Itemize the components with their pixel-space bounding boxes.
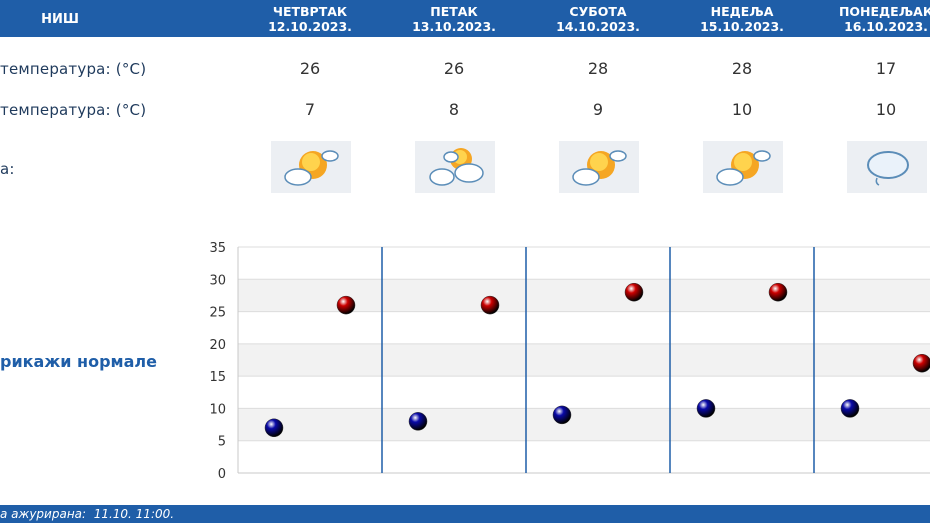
day-date: 13.10.2023. — [412, 19, 496, 34]
last-updated-bar: а ажурирана: 11.10. 11:00. — [0, 505, 930, 523]
temperature-point — [840, 399, 860, 418]
min-temp-value: 9 — [592, 100, 604, 119]
forecast-header: НИШ ЧЕТВРТАК 12.10.2023. ПЕТАК 13.10.202… — [0, 0, 930, 37]
cloud-rain-icon — [847, 141, 927, 193]
day-name: ЧЕТВРТАК — [272, 4, 348, 19]
sun-behind-clouds-icon — [415, 141, 495, 193]
min-temp-label: температура: (°C) — [0, 101, 147, 119]
temperature-point — [912, 353, 930, 373]
temperature-point — [552, 405, 572, 425]
y-tick-label: 5 — [218, 435, 226, 450]
y-tick-label: 10 — [209, 402, 226, 417]
day-name: НЕДЕЉА — [710, 4, 774, 19]
day-header-0: ЧЕТВРТАК 12.10.2023. — [238, 4, 382, 34]
day-name: ПЕТАК — [430, 4, 478, 19]
temperature-point — [480, 295, 500, 315]
temperature-point — [696, 399, 716, 418]
max-temp-value: 28 — [731, 59, 753, 78]
min-temp-value: 10 — [875, 100, 897, 119]
day-header-1: ПЕТАК 13.10.2023. — [382, 4, 526, 34]
weather-label: а: — [0, 160, 15, 178]
day-name: СУБОТА — [569, 4, 627, 19]
day-date: 15.10.2023. — [700, 19, 784, 34]
grid-band — [238, 408, 930, 441]
temperature-point — [336, 295, 356, 315]
min-temp-value: 8 — [448, 100, 460, 119]
day-header-2: СУБОТА 14.10.2023. — [526, 4, 670, 34]
temperature-point — [264, 418, 284, 438]
show-normals-link[interactable]: рикажи нормале — [0, 352, 157, 371]
max-temp-value: 26 — [443, 59, 465, 78]
y-tick-label: 25 — [209, 306, 226, 321]
day-header-3: НЕДЕЉА 15.10.2023. — [670, 4, 814, 34]
y-tick-label: 35 — [209, 241, 226, 256]
max-temp-value: 28 — [587, 59, 609, 78]
y-tick-label: 20 — [209, 338, 226, 353]
partly-cloudy-sun-icon — [559, 141, 639, 193]
partly-cloudy-sun-icon — [271, 141, 351, 193]
day-name: ПОНЕДЕЉАК — [838, 4, 930, 19]
min-temp-value: 7 — [304, 100, 316, 119]
y-tick-label: 15 — [209, 370, 226, 385]
city-name: НИШ — [41, 12, 79, 27]
temperature-point — [768, 282, 788, 302]
max-temp-value: 26 — [299, 59, 321, 78]
day-date: 14.10.2023. — [556, 19, 640, 34]
temperature-point — [624, 282, 644, 302]
grid-band — [238, 343, 930, 377]
partly-cloudy-sun-icon — [703, 141, 783, 193]
day-date: 12.10.2023. — [268, 19, 352, 34]
day-header-4: ПОНЕДЕЉАК 16.10.2023. — [814, 4, 930, 34]
max-temp-value: 17 — [875, 59, 897, 78]
max-temp-label: температура: (°C) — [0, 60, 147, 78]
y-tick-label: 30 — [209, 273, 226, 288]
y-tick-label: 0 — [218, 467, 226, 482]
temperature-point — [408, 412, 428, 431]
day-date: 16.10.2023. — [844, 19, 928, 34]
temperature-chart: 0 5 10 15 20 25 30 35 — [209, 241, 930, 482]
min-temp-value: 10 — [731, 100, 753, 119]
